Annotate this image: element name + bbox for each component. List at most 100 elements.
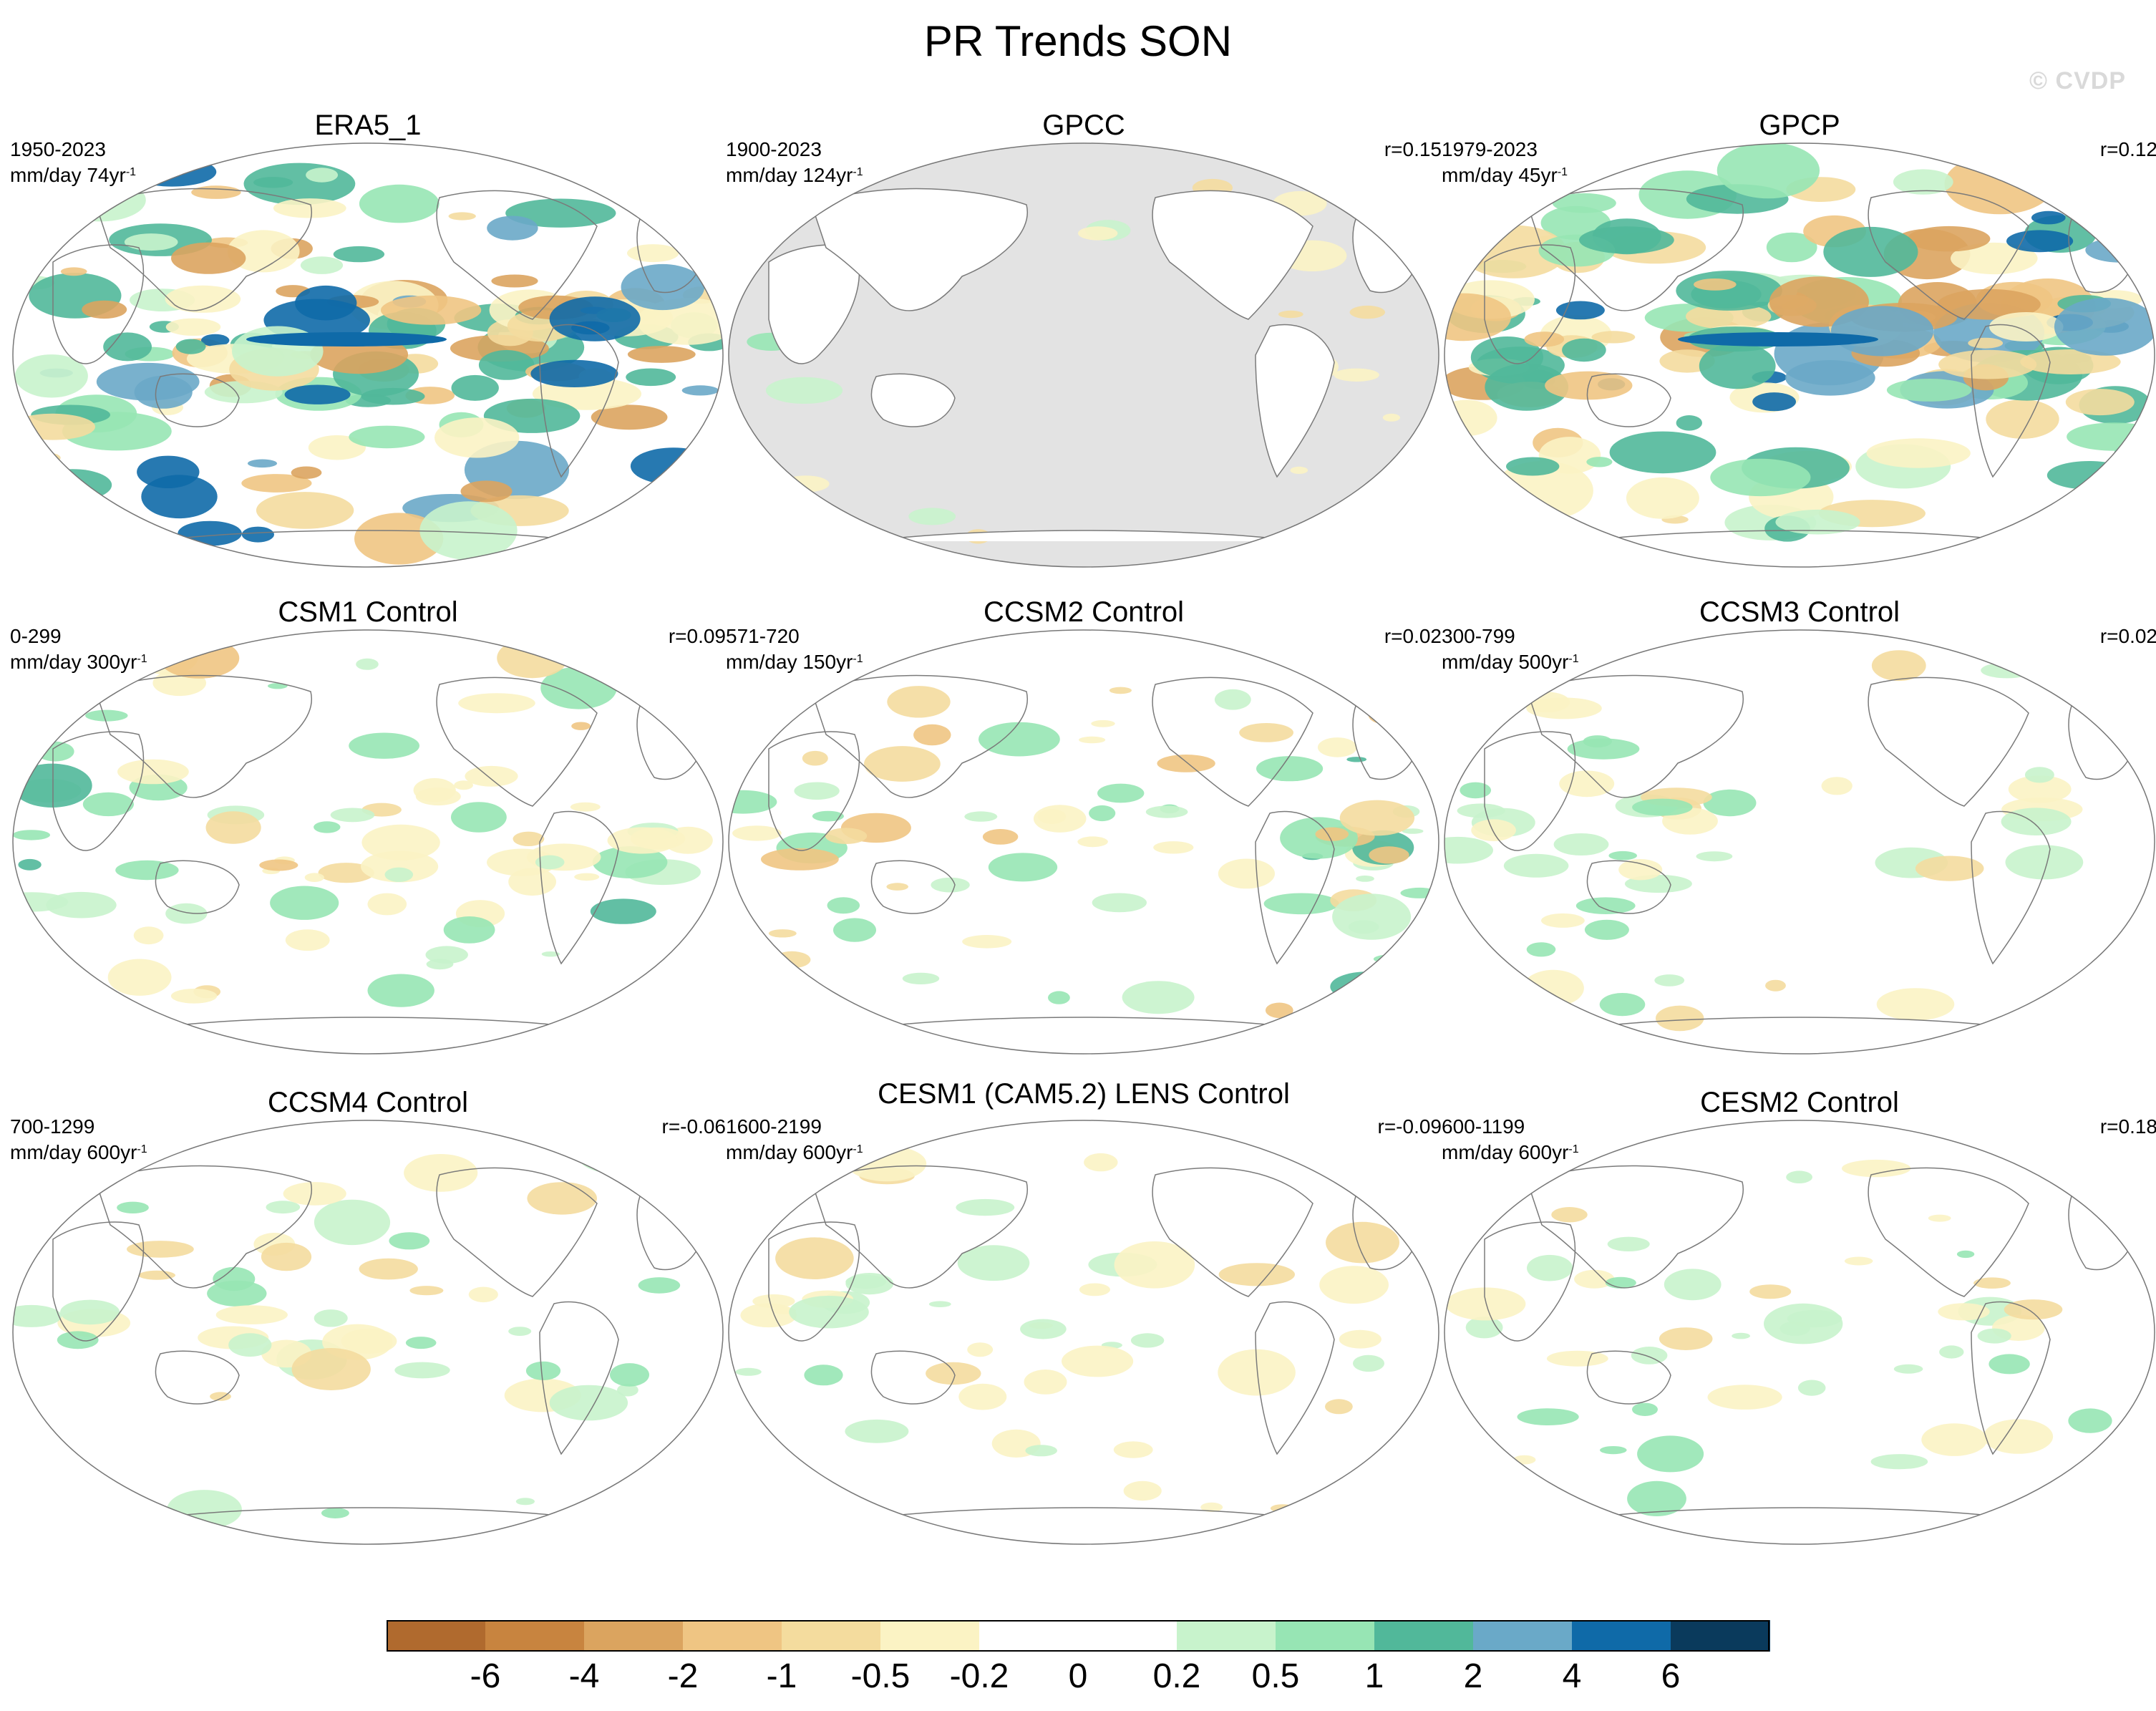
trend-anomaly	[458, 693, 535, 714]
trend-anomaly	[1716, 143, 1820, 199]
trend-anomaly	[1654, 974, 1685, 987]
coastline	[1971, 810, 2051, 965]
trend-anomaly	[454, 780, 473, 790]
trend-anomaly	[1062, 1345, 1134, 1377]
trend-anomaly	[1631, 1347, 1668, 1365]
trend-anomaly	[1893, 169, 1953, 195]
trend-anomaly	[2068, 1408, 2112, 1433]
trend-anomaly	[886, 883, 908, 891]
trend-anomaly	[1591, 331, 1636, 344]
trend-anomaly	[913, 724, 951, 746]
trend-anomaly	[671, 1150, 723, 1173]
trend-anomaly	[2046, 461, 2132, 490]
robinson-map	[1444, 142, 2155, 568]
coastline	[1868, 1167, 2029, 1297]
trend-anomaly	[1097, 783, 1145, 803]
robinson-map	[1444, 629, 2155, 1055]
trend-anomaly	[341, 1328, 397, 1354]
colorbar-tick-label: -0.2	[949, 1657, 1009, 1695]
trend-anomaly	[625, 513, 683, 538]
units-text: mm/day 600yr	[10, 1141, 137, 1163]
panel-units: mm/day 74yr-1	[10, 163, 136, 188]
pattern-correlation: r=0.02	[2099, 625, 2156, 647]
pattern-correlation: r=-0.09	[1377, 1115, 1442, 1138]
robinson-map	[728, 142, 1439, 568]
map-panel: CCSM4 Control 700-1299 mm/day 600yr-1 r=-0.…	[10, 1085, 726, 1571]
trend-anomaly	[91, 1496, 160, 1523]
trend-anomaly	[1077, 836, 1108, 848]
trend-anomaly	[330, 808, 375, 823]
trend-anomaly	[1527, 1254, 1573, 1281]
trend-anomaly	[638, 1277, 681, 1294]
trend-anomaly	[443, 916, 495, 944]
trend-anomaly	[833, 918, 876, 942]
trend-anomaly	[460, 480, 513, 503]
trend-anomaly	[775, 1008, 809, 1021]
trend-anomaly	[1600, 1446, 1627, 1455]
trend-anomaly	[409, 1286, 444, 1296]
colorbar-tick-label: -6	[470, 1657, 501, 1695]
trend-anomaly	[1459, 515, 1562, 562]
panel-title: GPCP	[1759, 110, 1840, 141]
panel-period: 600-1199	[1442, 1115, 1525, 1138]
trend-anomaly	[165, 318, 221, 336]
trend-anomaly	[1130, 1333, 1165, 1348]
units-exponent: -1	[853, 166, 863, 178]
trend-anomaly	[1339, 1329, 1382, 1349]
colorbar-box	[1177, 1620, 1276, 1652]
units-text: mm/day 74yr	[10, 164, 126, 186]
trend-anomaly	[1353, 1354, 1384, 1372]
trend-anomaly	[1676, 415, 1702, 431]
panel-units: mm/day 45yr-1	[1442, 163, 1568, 188]
trend-anomaly	[380, 295, 482, 325]
coastline	[52, 1221, 145, 1342]
coastline	[811, 1165, 1029, 1289]
trend-anomaly	[513, 831, 545, 846]
trend-anomaly	[1607, 1236, 1650, 1251]
trend-anomaly	[1463, 490, 1503, 509]
trend-anomaly	[394, 1362, 450, 1379]
coastline	[1527, 188, 1744, 311]
trend-anomaly	[210, 1392, 231, 1401]
trend-anomaly	[314, 1309, 348, 1327]
colorbar-tick-label: 4	[1562, 1657, 1582, 1695]
trend-anomaly	[291, 466, 322, 479]
trend-anomaly	[1939, 1345, 1964, 1359]
trend-anomaly	[1637, 1435, 1704, 1473]
trend-anomaly	[2054, 298, 2155, 356]
trend-anomaly	[732, 825, 782, 841]
trend-anomaly	[788, 994, 840, 1022]
trend-anomaly	[241, 474, 312, 493]
trend-anomaly	[1517, 1408, 1579, 1425]
trend-anomaly	[2107, 172, 2153, 193]
trend-anomaly	[1290, 466, 1308, 474]
trend-anomaly	[1084, 1153, 1118, 1172]
trend-anomaly	[1471, 819, 1516, 841]
trend-anomaly	[1921, 1423, 1988, 1456]
coastline	[1586, 1350, 1671, 1405]
trend-anomaly	[1626, 477, 1699, 519]
coastline	[436, 190, 598, 320]
colorbar-tick-label: 0.5	[1251, 1657, 1300, 1695]
trend-anomaly	[33, 452, 61, 463]
colorbar-box	[1671, 1620, 1770, 1652]
panel-units: mm/day 124yr-1	[726, 163, 863, 188]
panel-period: 300-799	[1442, 625, 1515, 647]
coastline	[155, 860, 240, 914]
trend-anomaly	[227, 230, 300, 273]
trend-anomaly	[1317, 737, 1357, 757]
trend-anomaly	[2085, 237, 2155, 263]
trend-anomaly	[2008, 775, 2072, 803]
trend-anomaly	[14, 354, 88, 398]
panel-period: 1600-2199	[726, 1115, 822, 1138]
panel-title: CCSM4 Control	[267, 1087, 469, 1118]
trend-anomaly	[419, 501, 518, 560]
trend-anomaly	[1078, 226, 1118, 241]
trend-anomaly	[773, 951, 811, 969]
units-text: mm/day 300yr	[10, 651, 137, 673]
trend-anomaly	[574, 873, 600, 881]
trend-anomaly	[1114, 1241, 1195, 1289]
trend-anomaly	[60, 267, 87, 276]
trend-anomaly	[666, 522, 708, 541]
trend-anomaly	[451, 802, 507, 833]
